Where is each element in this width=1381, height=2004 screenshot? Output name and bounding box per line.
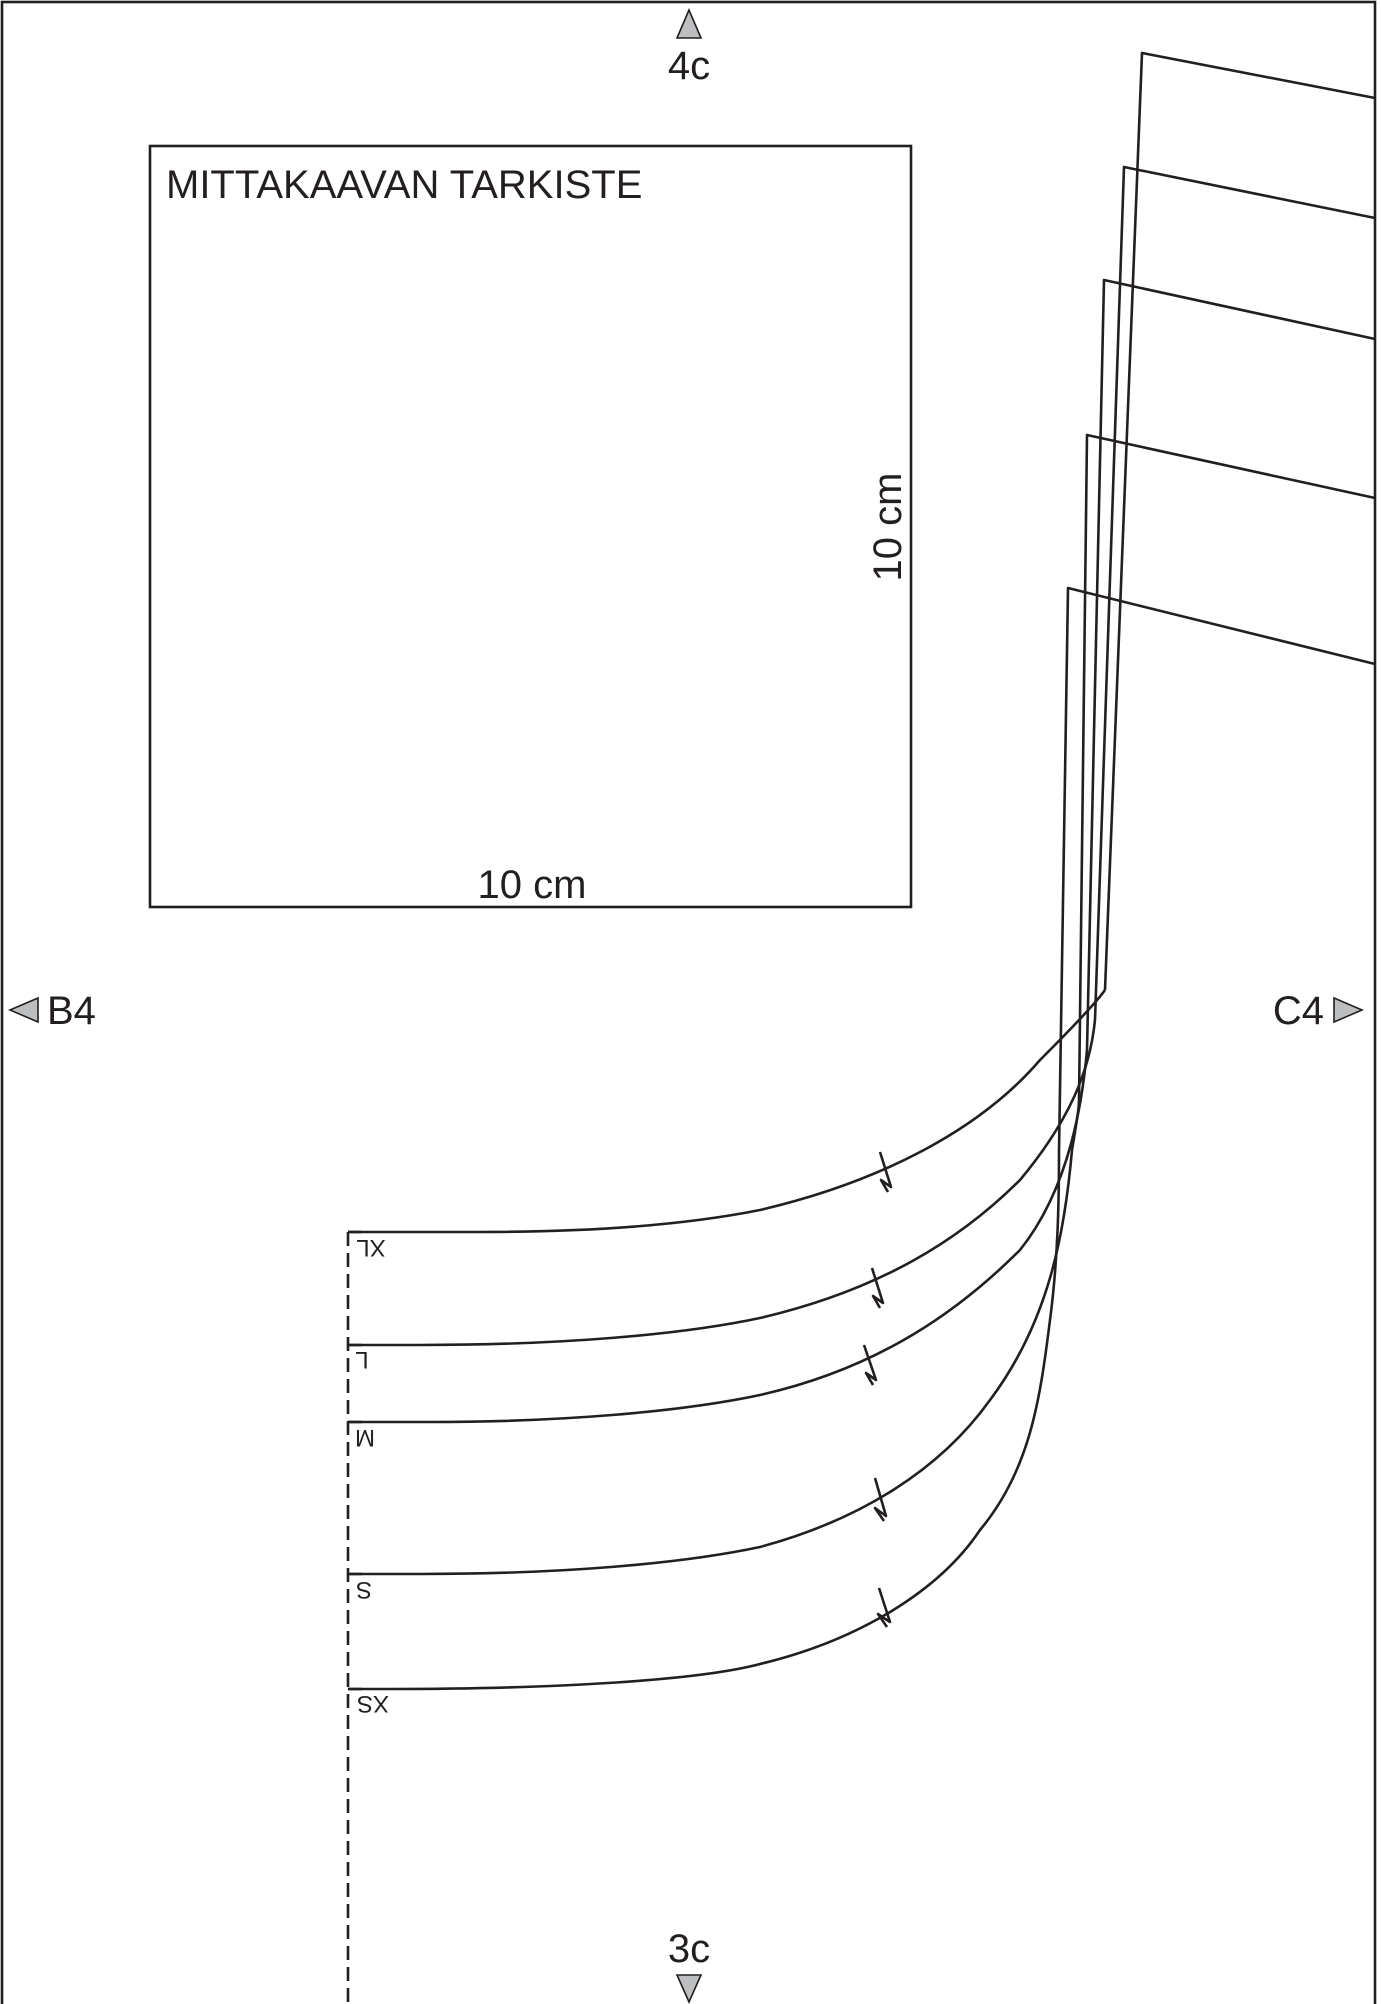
top-marker-label: 4c [668,44,710,88]
scale-check-width-label: 10 cm [478,863,587,907]
size-m-label: M [355,1424,375,1451]
top-marker-triangle [675,7,703,39]
size-xl-label: XL [356,1234,385,1261]
size-xs-label: XS [357,1690,389,1717]
right-marker-label: C4 [1273,989,1324,1033]
size-xs-outline: XS [348,586,1376,1717]
bottom-marker-label: 3c [668,1927,710,1971]
size-s-outline: S [348,433,1376,1603]
scale-check-height-label: 10 cm [866,473,910,582]
bottom-marker-triangle [675,1974,703,2004]
size-s-label: S [356,1576,372,1603]
fold-ticks [348,1230,362,1691]
size-l-label: L [355,1346,368,1373]
left-marker-triangle [7,996,39,1024]
right-marker-triangle [1333,996,1365,1024]
left-marker-label: B4 [47,989,96,1033]
size-m-outline: M [348,278,1376,1451]
scale-check-title: MITTAKAAVAN TARKISTE [166,163,642,207]
size-xl-outline: XL [348,51,1376,1261]
scale-check-square [148,144,913,909]
size-l-outline: L [348,165,1376,1373]
